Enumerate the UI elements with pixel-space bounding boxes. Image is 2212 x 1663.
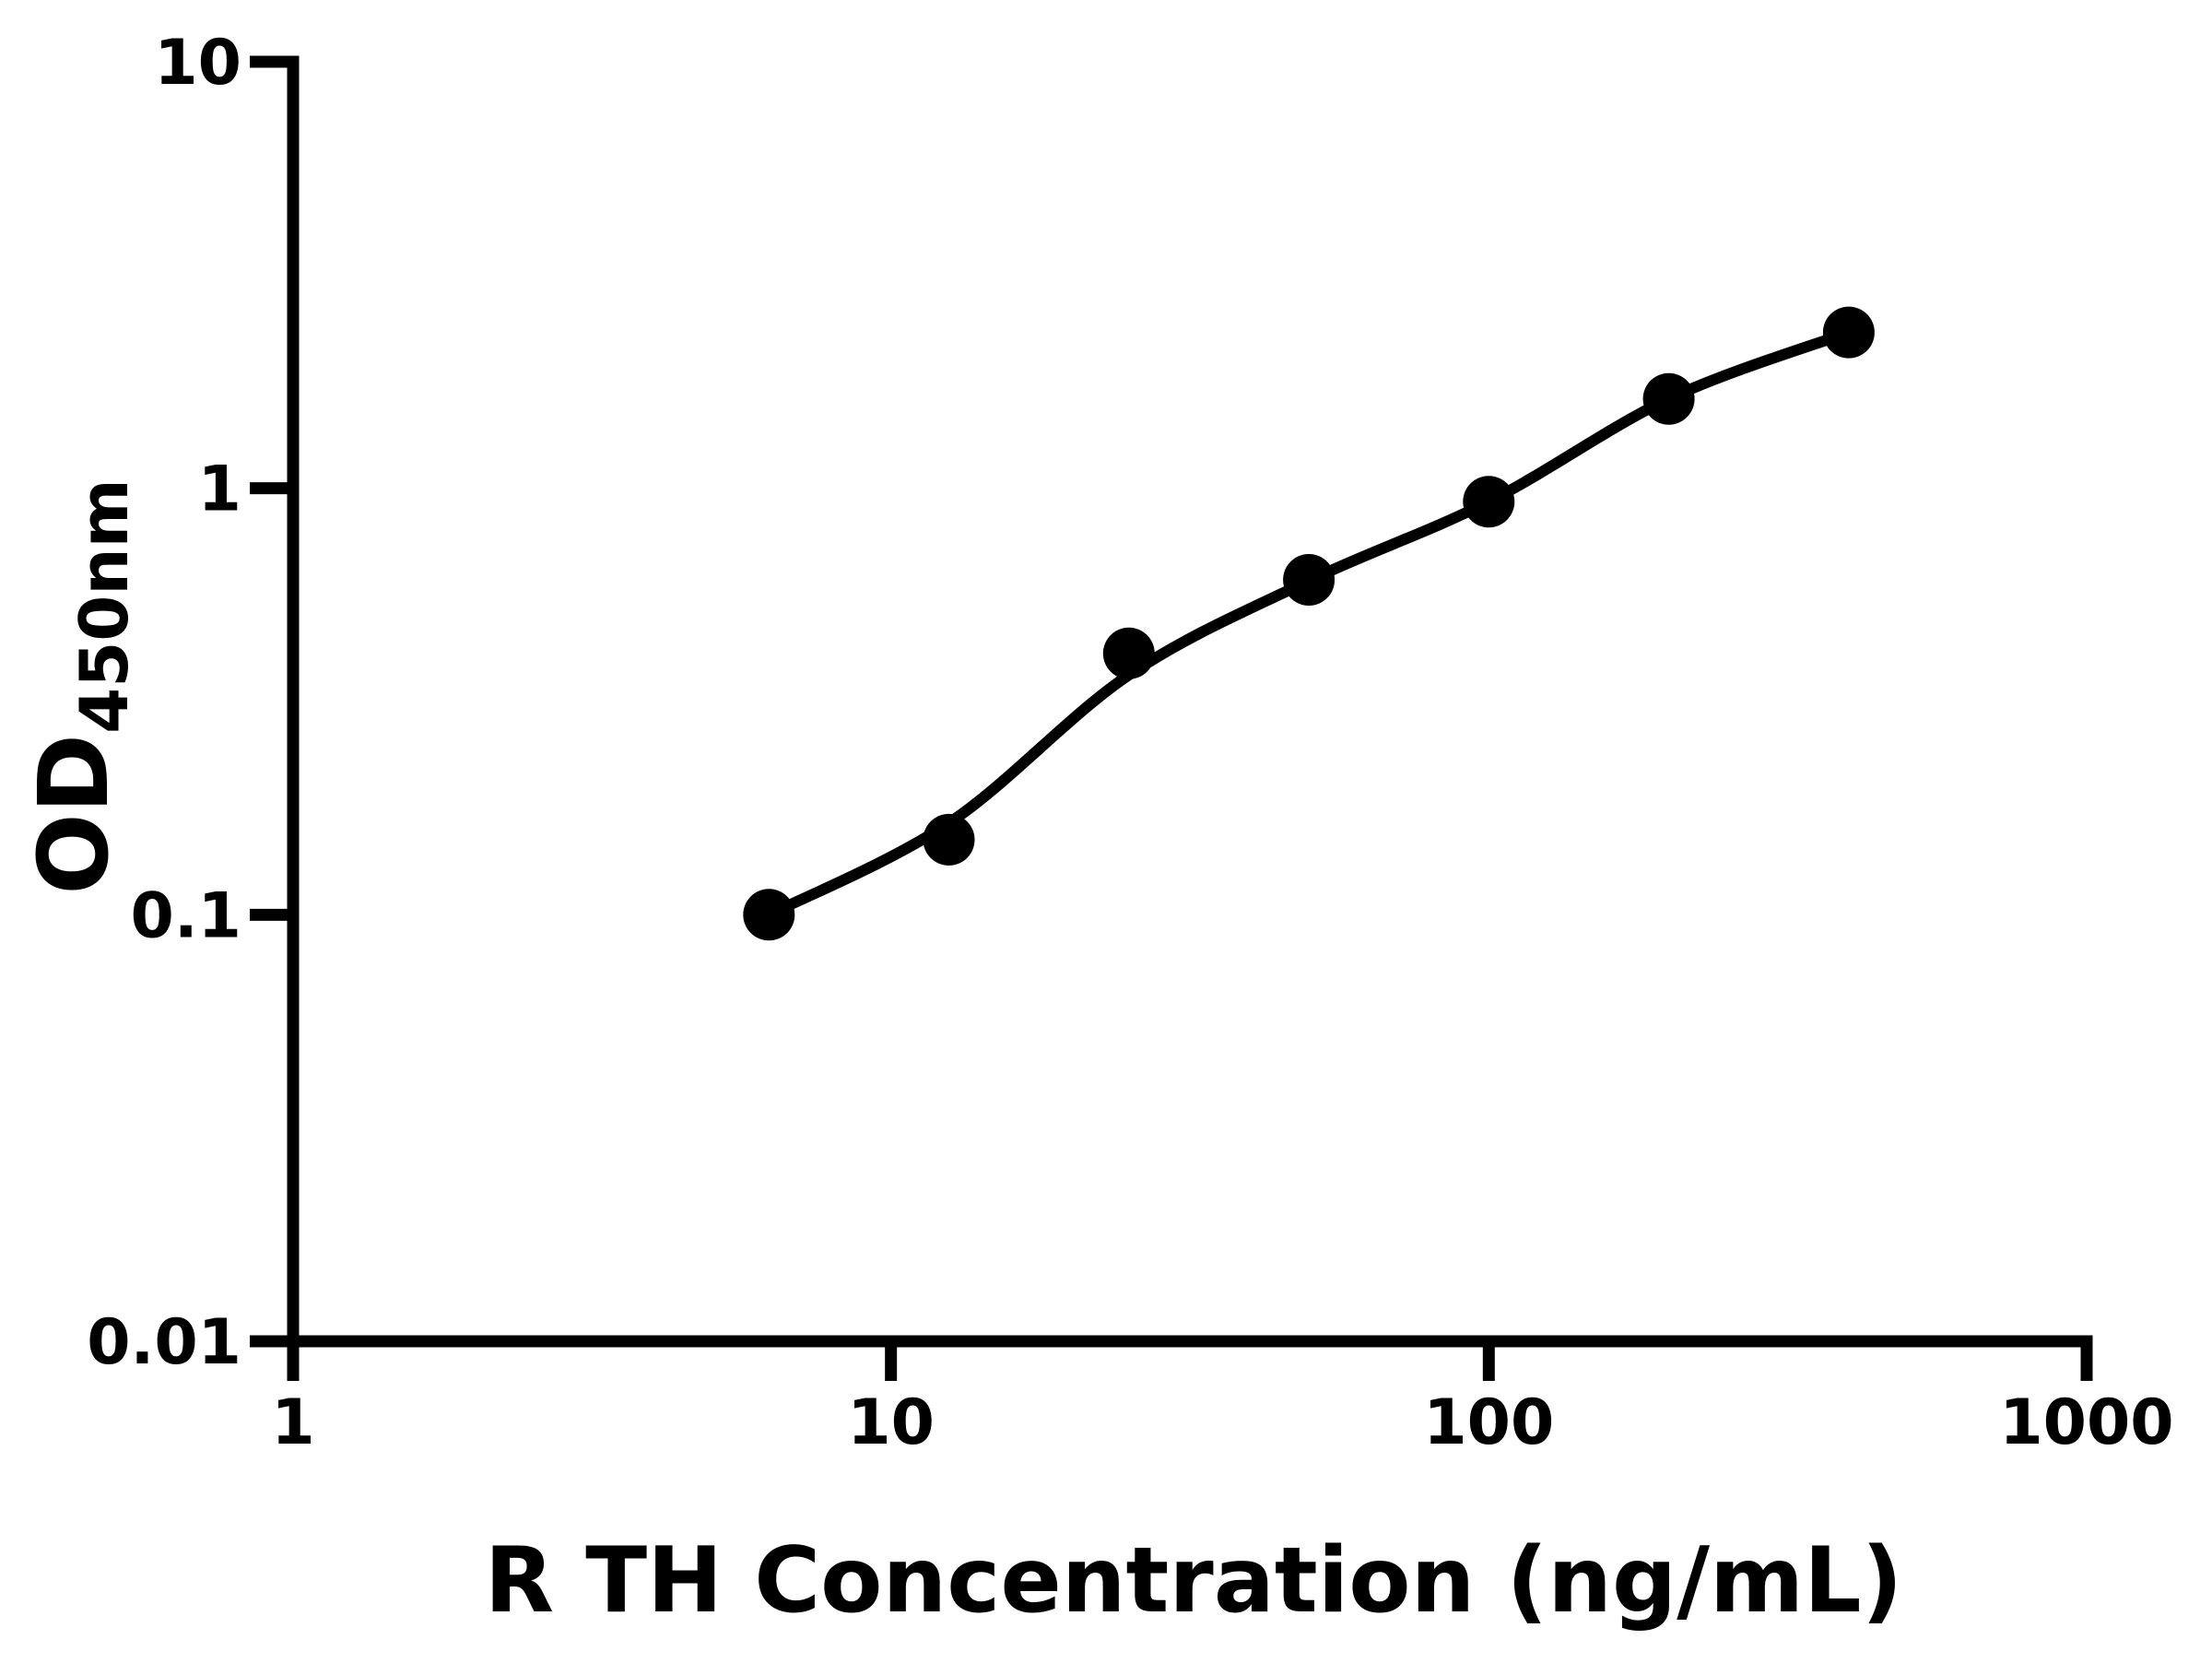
y-tick-label: 0.1 — [131, 879, 241, 952]
x-axis-ticks — [287, 1341, 2093, 1381]
y-axis-ticks — [250, 55, 293, 1348]
y-axis-title-main: OD — [18, 734, 130, 895]
data-point — [743, 889, 795, 941]
y-axis-title: OD450nm — [18, 478, 143, 894]
x-axis-title: R TH Concentration (ng/mL) — [485, 1528, 1903, 1634]
y-axis-title-subscript: 450nm — [65, 478, 143, 734]
y-tick-label: 1 — [198, 454, 241, 526]
x-axis-tick-labels: 1 10 100 1000 — [271, 1386, 2173, 1459]
y-tick-label: 0.01 — [87, 1306, 241, 1379]
data-point — [1102, 627, 1155, 679]
x-tick-label: 1 — [271, 1386, 314, 1459]
y-axis-tick-labels: 10 1 0.1 0.01 — [87, 27, 241, 1379]
data-point — [1642, 372, 1695, 425]
x-tick-label: 1000 — [1999, 1386, 2173, 1459]
data-point — [1283, 554, 1335, 606]
data-point-markers — [743, 306, 1875, 941]
data-point — [1463, 476, 1515, 528]
data-point — [923, 813, 975, 866]
data-point — [1822, 306, 1875, 359]
x-tick-label: 100 — [1423, 1386, 1554, 1459]
x-tick-label: 10 — [847, 1386, 935, 1459]
y-tick-label: 10 — [154, 27, 241, 100]
